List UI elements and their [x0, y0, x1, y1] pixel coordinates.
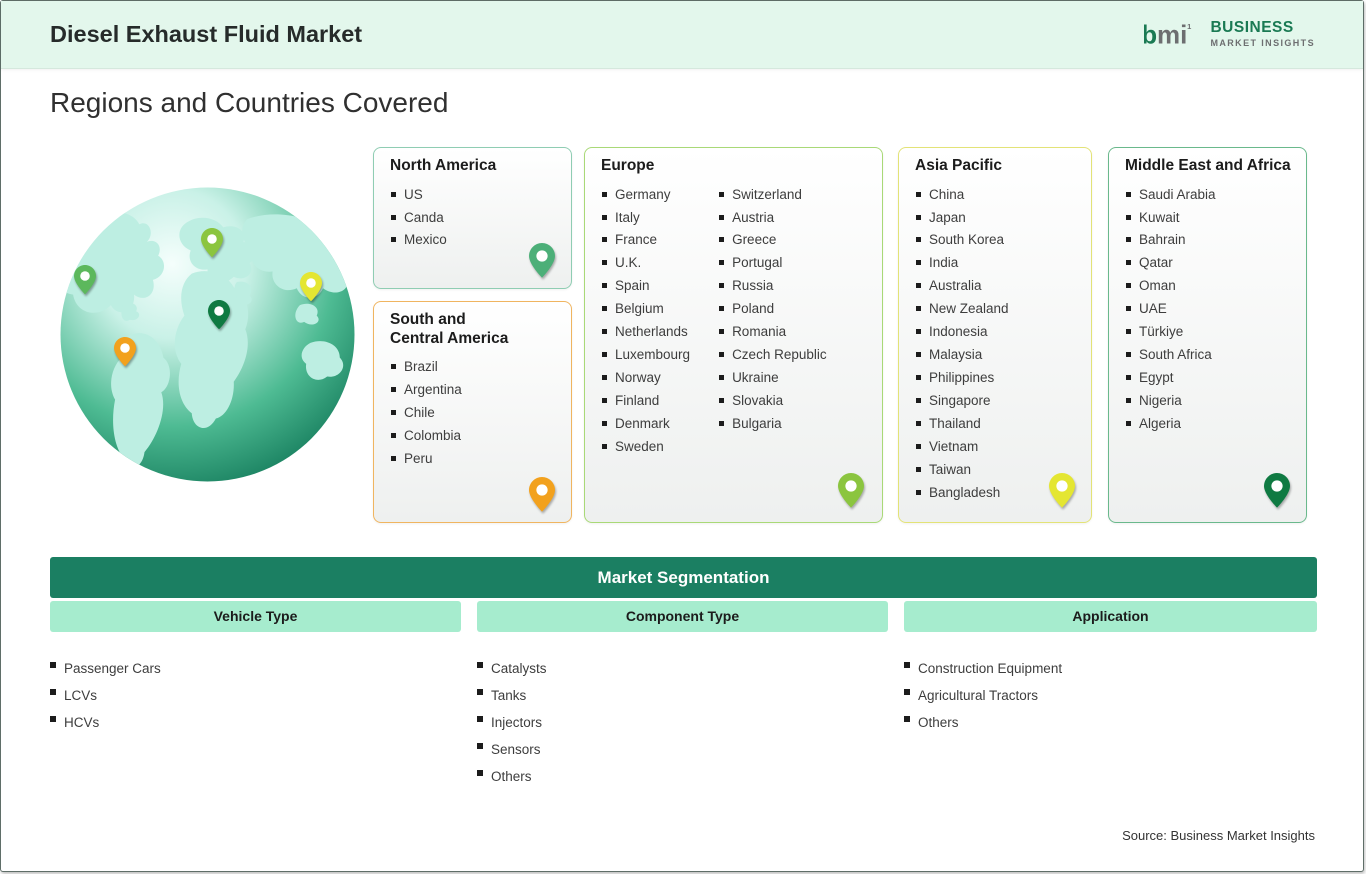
svg-text:b: b — [1144, 21, 1157, 48]
svg-text:mi: mi — [1157, 21, 1187, 48]
svg-text:1: 1 — [1188, 23, 1192, 32]
